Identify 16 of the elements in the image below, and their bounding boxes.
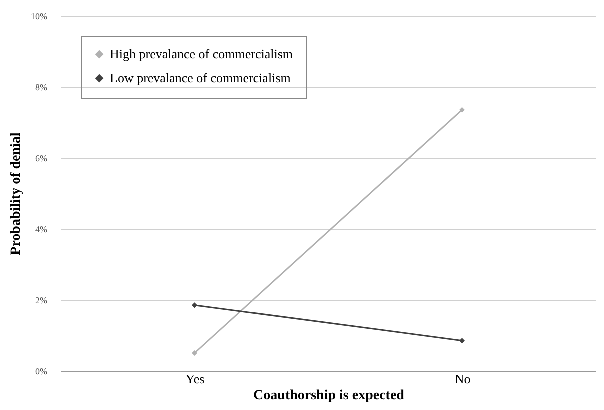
x-tick-label: No [454,372,471,386]
y-tick-label: 0% [36,366,48,376]
legend-label: High prevalance of commercialism [110,46,294,62]
point [460,338,465,344]
y-tick-label: 4% [36,224,48,234]
y-axis-title: Probability of denial [9,132,24,256]
x-tick-label: Yes [186,372,205,386]
point [192,350,198,356]
point [460,107,465,113]
y-tick-label: 10% [31,12,48,22]
x-axis-title: Coauthorship is expected [254,388,405,404]
y-tick-label: 8% [36,82,48,92]
legend-label: Low prevalance of commercialism [110,70,291,86]
y-tick-label: 2% [36,296,48,306]
y-tick-label: 6% [36,154,48,164]
point [192,302,198,308]
